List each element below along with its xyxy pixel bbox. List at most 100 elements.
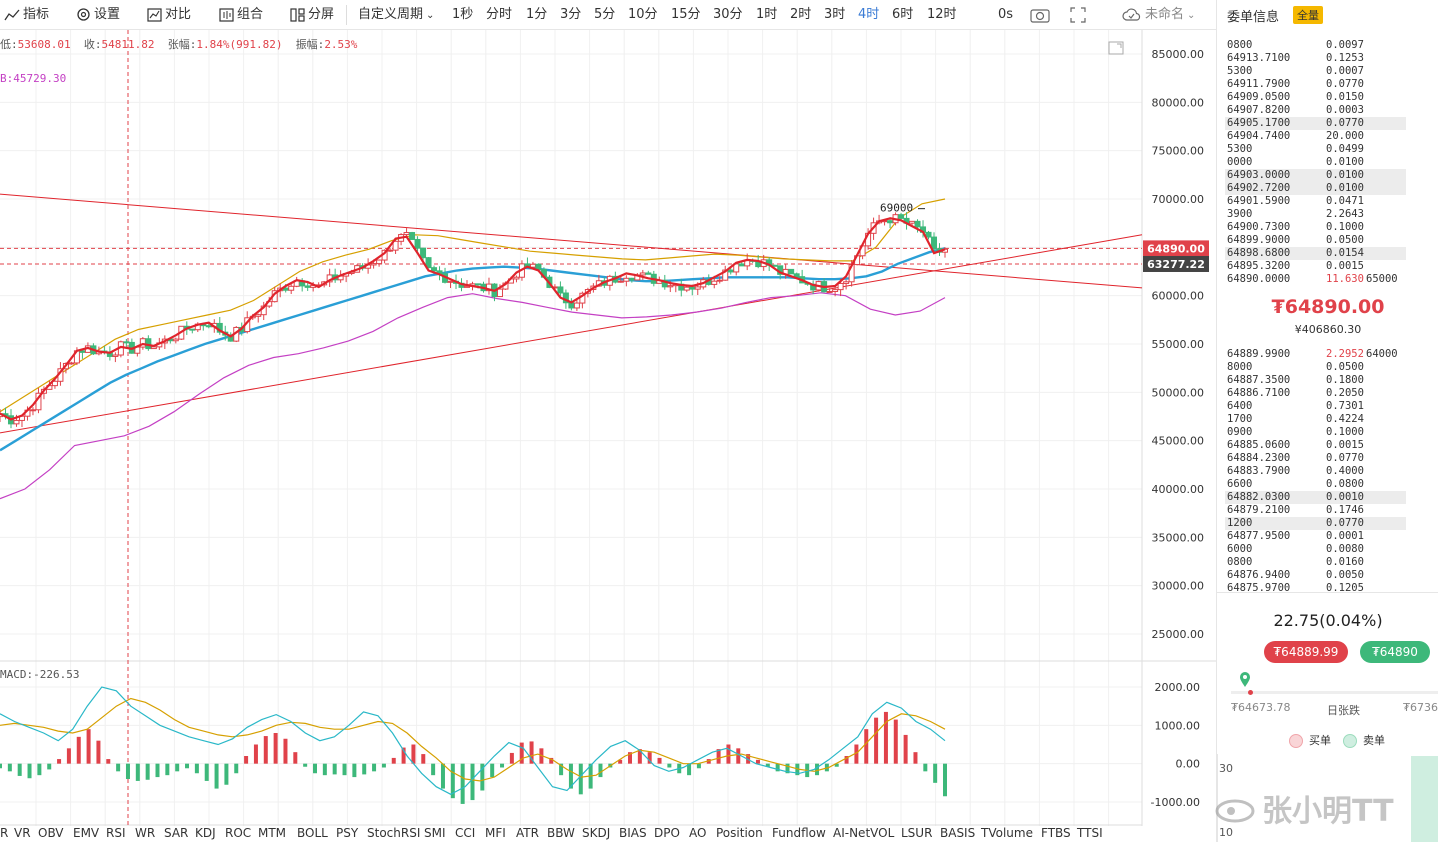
layout-name-dropdown[interactable]: 未命名 ⌄ bbox=[1122, 0, 1195, 30]
order-row[interactable]: 64907.8200 0.0003 bbox=[1225, 104, 1435, 117]
indicator-tab-kdj[interactable]: KDJ bbox=[195, 826, 216, 840]
indicators-button[interactable]: 指标 bbox=[4, 0, 49, 30]
order-row[interactable]: 64899.9000 0.0500 bbox=[1225, 234, 1435, 247]
split-screen-button[interactable]: 分屏 bbox=[290, 0, 334, 30]
order-row[interactable]: 64887.3500 0.1800 bbox=[1225, 374, 1435, 387]
indicator-tab-r[interactable]: R bbox=[0, 826, 9, 840]
indicator-tab-tvolume[interactable]: TVolume bbox=[981, 826, 1033, 840]
order-row[interactable]: 0800 0.0097 bbox=[1225, 39, 1435, 52]
period-tab-5m[interactable]: 5分 bbox=[594, 7, 616, 22]
period-tab-time[interactable]: 分时 bbox=[486, 7, 513, 22]
indicator-tab-emv[interactable]: EMV bbox=[73, 826, 100, 840]
indicator-tab-lsur[interactable]: LSUR bbox=[901, 826, 933, 840]
best-ask-button[interactable]: ₮64890 bbox=[1360, 641, 1430, 663]
order-row[interactable]: 6400 0.7301 bbox=[1225, 400, 1435, 413]
indicator-tab-wr[interactable]: WR bbox=[135, 826, 156, 840]
expand-chart-button[interactable] bbox=[1108, 40, 1124, 59]
screenshot-button[interactable] bbox=[1030, 0, 1053, 30]
order-row[interactable]: 64905.1700 0.0770 bbox=[1225, 117, 1435, 130]
indicator-tab-bbw[interactable]: BBW bbox=[547, 826, 575, 840]
period-tab-3h[interactable]: 3时 bbox=[824, 7, 846, 22]
indicator-tab-dpo[interactable]: DPO bbox=[654, 826, 680, 840]
order-row[interactable]: 64876.9400 0.0050 bbox=[1225, 569, 1435, 582]
order-row[interactable]: 1200 0.0770 bbox=[1225, 517, 1435, 530]
order-row[interactable]: 6600 0.0800 bbox=[1225, 478, 1435, 491]
indicator-tab-boll[interactable]: BOLL bbox=[297, 826, 328, 840]
settings-button[interactable]: 设置 bbox=[76, 0, 120, 30]
indicator-tab-ftbs[interactable]: FTBS bbox=[1041, 826, 1071, 840]
indicator-tab-sar[interactable]: SAR bbox=[164, 826, 189, 840]
period-tab-30m[interactable]: 30分 bbox=[713, 7, 743, 22]
indicator-tab-position[interactable]: Position bbox=[716, 826, 763, 840]
order-row[interactable]: 64901.5900 0.0471 bbox=[1225, 195, 1435, 208]
order-row[interactable]: 64886.7100 0.2050 bbox=[1225, 387, 1435, 400]
period-tab-1h[interactable]: 1时 bbox=[756, 7, 778, 22]
legend-buy[interactable]: 买单 bbox=[1289, 732, 1331, 748]
order-price: 64889.9900 bbox=[1227, 348, 1291, 360]
indicator-tab-mfi[interactable]: MFI bbox=[485, 826, 506, 840]
order-row[interactable]: 64913.7100 0.1253 bbox=[1225, 52, 1435, 65]
period-tab-10m[interactable]: 10分 bbox=[628, 7, 658, 22]
best-bid-button[interactable]: ₮64889.99 bbox=[1264, 641, 1348, 663]
period-tab-15m[interactable]: 15分 bbox=[671, 7, 701, 22]
indicator-tab-obv[interactable]: OBV bbox=[38, 826, 64, 840]
period-tab-3m[interactable]: 3分 bbox=[560, 7, 582, 22]
order-row[interactable]: 64877.9500 0.0001 bbox=[1225, 530, 1435, 543]
order-row[interactable]: 8000 0.0500 bbox=[1225, 361, 1435, 374]
expand-icon bbox=[1108, 41, 1124, 55]
indicator-tab-ao[interactable]: AO bbox=[689, 826, 707, 840]
order-row[interactable]: 3900 2.2643 bbox=[1225, 208, 1435, 221]
order-row[interactable]: 64875.9700 0.1205 bbox=[1225, 582, 1435, 595]
order-row[interactable]: 6000 0.0080 bbox=[1225, 543, 1435, 556]
order-row[interactable]: 0800 0.0160 bbox=[1225, 556, 1435, 569]
period-tab-1m[interactable]: 1分 bbox=[526, 7, 548, 22]
period-tab-4h[interactable]: 4时 bbox=[858, 7, 880, 22]
order-row[interactable]: 64883.7900 0.4000 bbox=[1225, 465, 1435, 478]
indicator-tab-roc[interactable]: ROC bbox=[225, 826, 252, 840]
period-tab-6h[interactable]: 6时 bbox=[892, 7, 914, 22]
indicator-tab-psy[interactable]: PSY bbox=[336, 826, 359, 840]
indicator-tab-basis[interactable]: BASIS bbox=[940, 826, 976, 840]
fullscreen-button[interactable] bbox=[1070, 0, 1089, 30]
indicator-tab-ttsi[interactable]: TTSI bbox=[1077, 826, 1103, 840]
indicator-tab-cci[interactable]: CCI bbox=[455, 826, 476, 840]
order-row[interactable]: 64909.0500 0.0150 bbox=[1225, 91, 1435, 104]
order-row[interactable]: 0900 0.1000 bbox=[1225, 426, 1435, 439]
combine-button[interactable]: 组合 bbox=[219, 0, 263, 30]
price-chart[interactable]: 85000.0080000.0075000.0070000.0065000.00… bbox=[0, 30, 1216, 826]
order-row[interactable]: 1700 0.4224 bbox=[1225, 413, 1435, 426]
order-row[interactable]: 64900.7300 0.1000 bbox=[1225, 221, 1435, 234]
indicator-tab-mtm[interactable]: MTM bbox=[258, 826, 287, 840]
custom-period-dropdown[interactable]: 自定义周期 ⌄ bbox=[358, 0, 434, 30]
order-row[interactable]: 64895.3200 0.0015 bbox=[1225, 260, 1435, 273]
period-tab-12h[interactable]: 12时 bbox=[927, 7, 957, 22]
order-row[interactable]: 64884.2300 0.0770 bbox=[1225, 452, 1435, 465]
indicator-tab-skdj[interactable]: SKDJ bbox=[582, 826, 611, 840]
indicator-tab-rsi[interactable]: RSI bbox=[106, 826, 126, 840]
indicator-tab-smi[interactable]: SMI bbox=[424, 826, 446, 840]
order-row[interactable]: 0000 0.0100 bbox=[1225, 156, 1435, 169]
indicator-tab-vr[interactable]: VR bbox=[14, 826, 31, 840]
period-tab-1s[interactable]: 1秒 bbox=[452, 7, 474, 22]
full-depth-badge[interactable]: 全量 bbox=[1293, 6, 1323, 24]
order-row[interactable]: 64902.7200 0.0100 bbox=[1225, 182, 1435, 195]
order-row[interactable]: 64889.9900 2.2952 64000 bbox=[1225, 348, 1435, 361]
order-row[interactable]: 64903.0000 0.0100 bbox=[1225, 169, 1435, 182]
order-row[interactable]: 64882.0300 0.0010 bbox=[1225, 491, 1435, 504]
indicator-tab-fundflow[interactable]: Fundflow bbox=[772, 826, 826, 840]
order-row[interactable]: 64879.2100 0.1746 bbox=[1225, 504, 1435, 517]
indicator-tab-bias[interactable]: BIAS bbox=[619, 826, 647, 840]
order-row[interactable]: 64885.0600 0.0015 bbox=[1225, 439, 1435, 452]
order-row[interactable]: 64904.7400 20.000 bbox=[1225, 130, 1435, 143]
order-row[interactable]: 5300 0.0007 bbox=[1225, 65, 1435, 78]
order-row[interactable]: 5300 0.0499 bbox=[1225, 143, 1435, 156]
legend-sell[interactable]: 卖单 bbox=[1343, 732, 1385, 748]
compare-button[interactable]: 对比 bbox=[147, 0, 191, 30]
order-row[interactable]: 64898.6800 0.0154 bbox=[1225, 247, 1435, 260]
indicator-tab-ai-netvol[interactable]: AI-NetVOL bbox=[833, 826, 895, 840]
indicator-tab-stochrsi[interactable]: StochRSI bbox=[367, 826, 421, 840]
order-row[interactable]: 64890.0000 11.630 65000 bbox=[1225, 273, 1435, 286]
order-row[interactable]: 64911.7900 0.0770 bbox=[1225, 78, 1435, 91]
period-tab-2h[interactable]: 2时 bbox=[790, 7, 812, 22]
indicator-tab-atr[interactable]: ATR bbox=[516, 826, 539, 840]
